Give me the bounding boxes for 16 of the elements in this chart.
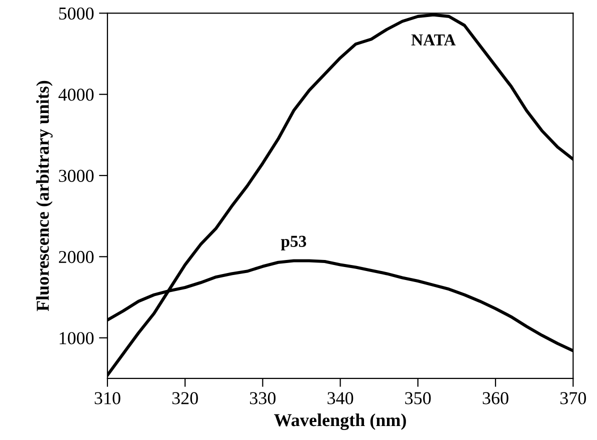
y-tick-label: 3000	[59, 170, 94, 182]
x-tick-label: 360	[482, 392, 508, 404]
y-tick-label: 4000	[58, 88, 94, 101]
x-tick-label: 370	[560, 392, 586, 404]
x-tick-label: 310	[94, 392, 120, 404]
y-tick-label: 1000	[60, 332, 94, 344]
x-axis-title: Wavelength (nm)	[274, 414, 406, 430]
series-label: p53	[280, 236, 306, 250]
y-tick-label: 5000	[59, 7, 94, 20]
x-tick-label: 350	[405, 392, 431, 404]
x-tick-label: 340	[328, 392, 354, 404]
series-label: NATA	[411, 34, 456, 46]
x-tick-label: 330	[250, 392, 276, 404]
y-tick-label: 2000	[58, 250, 94, 264]
y-axis-title: Fluorescence (arbitrary units)	[36, 80, 53, 312]
x-tick-label: 320	[172, 392, 198, 404]
